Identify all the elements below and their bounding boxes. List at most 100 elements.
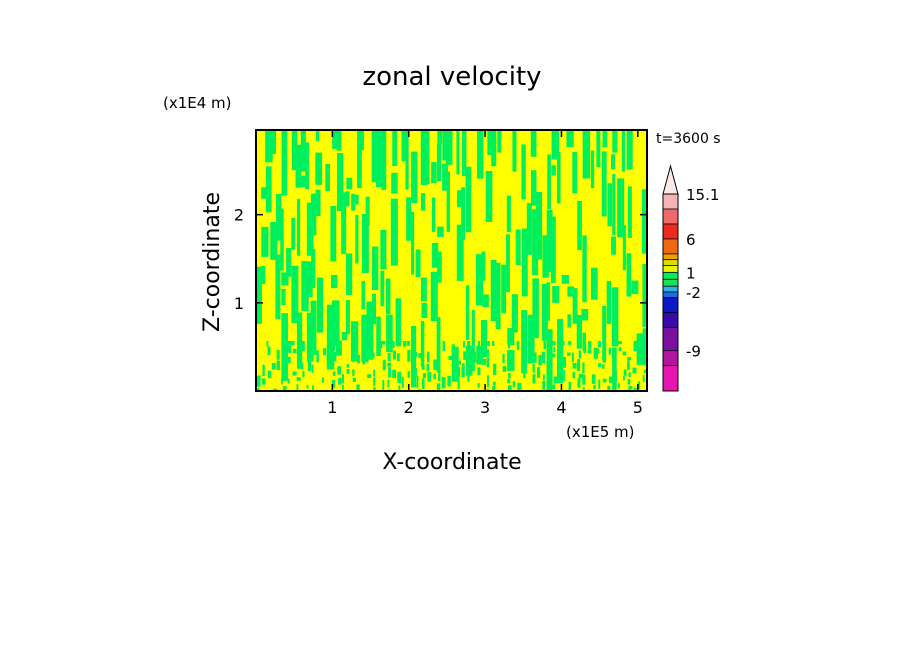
field-cell	[572, 352, 574, 363]
field-cell	[426, 390, 430, 391]
field-cell	[342, 374, 344, 384]
field-cell	[366, 301, 374, 360]
field-cell	[512, 130, 517, 172]
field-cell	[373, 369, 376, 377]
field-cell	[561, 274, 569, 284]
field-cell	[546, 210, 553, 273]
field-cell	[490, 259, 497, 322]
field-cell	[508, 372, 511, 379]
colorbar-label: 6	[686, 231, 696, 249]
field-cell	[411, 151, 418, 204]
field-cell	[598, 363, 602, 368]
field-cell	[541, 351, 546, 364]
field-cell	[487, 375, 489, 388]
field-cell	[266, 341, 269, 347]
field-cell	[521, 228, 528, 297]
field-cell	[621, 130, 625, 172]
field-cell	[261, 378, 266, 385]
field-cell	[361, 214, 369, 273]
field-cell	[412, 341, 415, 352]
field-cell	[477, 367, 481, 376]
field-cell	[521, 144, 526, 200]
field-cell	[325, 163, 331, 192]
field-cell	[436, 383, 441, 391]
field-cell	[551, 341, 556, 346]
field-cell	[522, 341, 525, 349]
y-tick-label: 2	[234, 206, 244, 225]
field-cell	[372, 246, 379, 290]
field-cell	[391, 172, 398, 194]
field-cell	[425, 130, 430, 185]
field-cell	[387, 379, 390, 388]
field-cell	[507, 350, 512, 360]
field-cell	[627, 357, 632, 361]
field-cell	[361, 280, 365, 310]
field-cell	[637, 350, 640, 360]
field-cell	[607, 385, 611, 391]
field-cell	[282, 358, 285, 363]
field-cell	[567, 286, 575, 297]
field-cell	[487, 341, 490, 346]
field-cell	[607, 183, 613, 227]
field-cell	[517, 382, 522, 391]
field-cell	[345, 191, 350, 207]
field-cell	[453, 361, 458, 373]
field-cell	[602, 378, 607, 383]
field-cell	[276, 360, 280, 371]
field-cell	[315, 152, 323, 185]
field-cell	[270, 221, 278, 260]
field-cell	[463, 351, 467, 360]
field-cell	[568, 381, 572, 391]
field-cell	[451, 344, 455, 353]
field-cell	[300, 175, 307, 187]
field-cell	[442, 341, 446, 352]
field-cell	[442, 163, 448, 191]
field-cell	[562, 341, 565, 346]
field-cell	[481, 251, 486, 281]
field-cell	[350, 321, 359, 362]
field-cell	[261, 187, 267, 199]
field-cell	[590, 267, 598, 300]
field-cell	[608, 347, 612, 355]
field-cell	[507, 379, 511, 384]
field-cell	[493, 363, 497, 375]
field-cell	[438, 369, 441, 381]
field-cell	[401, 376, 404, 388]
field-cell	[532, 209, 539, 276]
field-cell	[413, 368, 417, 377]
colorbar-label: 1	[686, 264, 696, 282]
field-cell	[392, 369, 396, 379]
field-cell	[547, 375, 552, 384]
field-cell	[577, 359, 581, 371]
field-cell	[261, 226, 269, 257]
field-cell	[376, 316, 381, 356]
field-cell	[411, 211, 415, 275]
field-cell	[572, 288, 578, 324]
field-cell	[557, 377, 561, 383]
field-cell	[612, 347, 617, 391]
field-cell	[618, 341, 622, 345]
field-cell	[572, 362, 577, 369]
field-cell	[447, 375, 451, 387]
field-cell	[577, 378, 581, 388]
field-cell	[633, 341, 638, 352]
field-cell	[367, 341, 372, 349]
field-cell	[276, 193, 282, 241]
colorbar-extend-arrow	[662, 164, 679, 195]
field-cell	[492, 381, 496, 386]
colorbar-segment	[663, 327, 678, 351]
field-cell	[381, 130, 387, 190]
field-cell	[551, 165, 556, 176]
field-cell	[420, 277, 427, 302]
field-cell	[485, 170, 493, 222]
field-cell	[356, 354, 360, 364]
field-cell	[480, 319, 488, 357]
field-cell	[260, 266, 266, 285]
colorbar-segment	[663, 208, 678, 224]
field-cell	[587, 349, 592, 354]
field-cell	[392, 130, 398, 166]
field-cell	[461, 366, 465, 378]
y-tick-label: 1	[234, 294, 244, 313]
field-cell	[572, 372, 576, 379]
field-cell	[626, 130, 633, 170]
